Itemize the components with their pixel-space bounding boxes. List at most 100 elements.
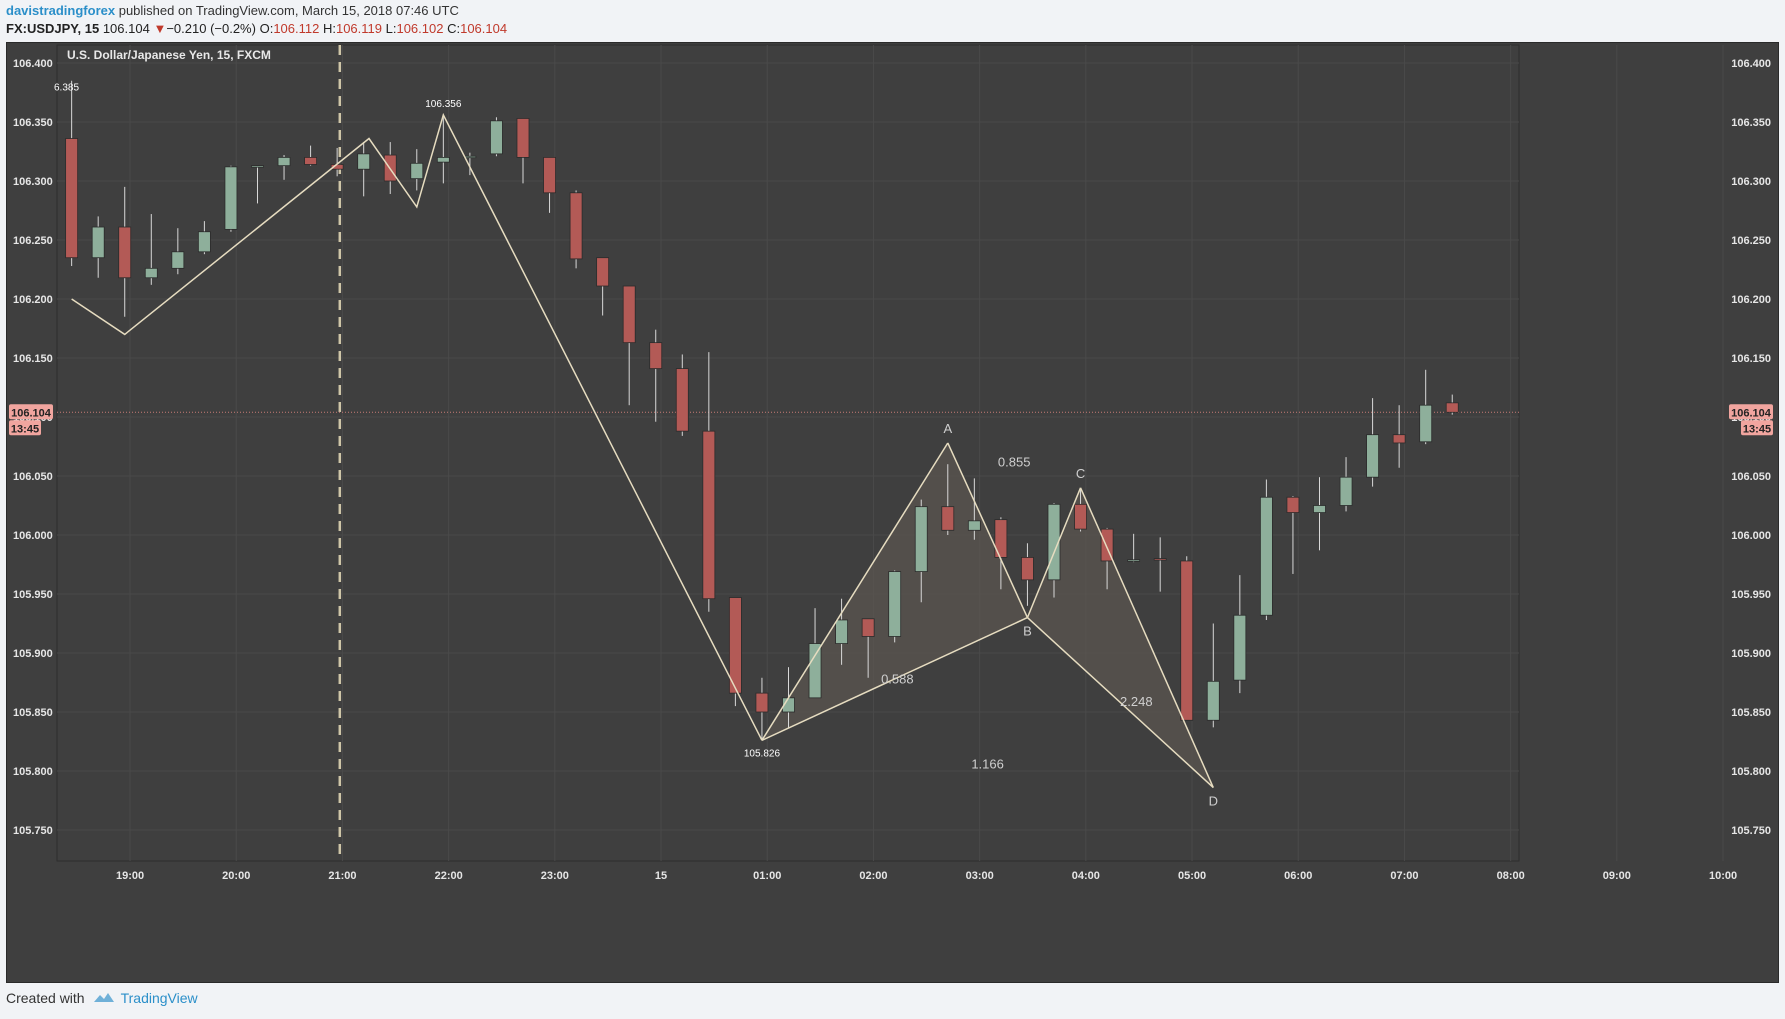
candle [65,80,79,266]
pattern-ratio-label: 1.166 [971,757,1004,772]
y-tick-label-right: 105.800 [1731,766,1771,778]
y-tick-label-right: 105.850 [1731,707,1771,719]
pattern-triangle-bcd [1027,487,1214,788]
last-price-badge-bg [9,404,53,420]
candle-body [967,520,981,531]
x-tick-label: 23:00 [541,870,569,882]
candle [357,142,371,197]
candle [1180,556,1194,721]
candle-body [118,226,132,279]
x-tick-label: 19:00 [116,870,144,882]
x-tick-label: 02:00 [859,870,887,882]
candle-body [1233,614,1247,681]
candle-body [171,251,185,269]
pattern-line [761,442,949,741]
candle-body [649,342,663,370]
last-price-badge-bg [1729,404,1773,420]
tradingview-link[interactable]: TradingView [93,990,198,1006]
pivot-price-label: 105.826 [744,748,781,759]
x-tick-label: 07:00 [1390,870,1418,882]
candle-body [835,619,848,644]
y-tick-label-left: 106.150 [13,353,53,365]
candle [1074,488,1087,532]
footer: Created with TradingView [6,990,198,1006]
candle [1153,537,1167,592]
countdown-badge-text: 13:45 [11,423,39,435]
y-tick-label-left: 105.800 [13,766,53,778]
candle-body [808,643,822,699]
last-price-badge-left: 106.104 13:45 [9,404,53,436]
candle [1127,533,1141,563]
candle-body [224,166,238,230]
candle-body [1127,559,1141,562]
high-value: 106.119 [335,21,382,36]
candle-body [1313,505,1326,513]
candle-body [251,165,264,168]
candle-body [569,192,583,260]
y-tick-label-left: 106.000 [13,530,53,542]
x-tick-label: 03:00 [966,870,994,882]
candle-body [861,618,875,637]
candle [702,352,716,612]
candle-body [304,157,317,165]
candle-body [702,430,716,600]
candle-body [941,506,955,531]
candle [569,190,583,269]
countdown-badge-bg [1741,420,1773,436]
tradingview-logo-icon [93,993,114,1002]
candle [1419,369,1433,445]
candle [224,165,238,232]
candle [543,157,556,213]
candle-body [1259,496,1273,616]
symbol-info: FX:USDJPY, 15 106.104 ▼−0.210 (−0.2%) O:… [6,21,507,36]
candle-body [543,157,556,194]
candle [967,478,981,540]
pattern-lines [761,442,1214,789]
y-tick-label-right: 105.950 [1731,589,1771,601]
y-tick-label-right: 106.050 [1731,471,1771,483]
y-tick-label-right: 106.350 [1731,117,1771,129]
candle [330,147,344,177]
candle [277,155,291,180]
chart-title: U.S. Dollar/Japanese Yen, 15, FXCM [67,48,271,62]
y-tick-label-left: 106.050 [13,471,53,483]
candle [171,228,185,275]
y-tick-label-left: 106.250 [13,235,53,247]
open-value: 106.112 [273,21,320,36]
candle [914,499,928,603]
last-price-badge-right: 106.104 13:45 [1729,404,1773,436]
candle-body [463,155,477,159]
candle [251,165,264,204]
candle [861,618,875,678]
candle [144,214,158,285]
candle [1021,543,1034,606]
low-value: 106.102 [396,21,444,36]
price-change: −0.210 (−0.2%) [166,21,256,36]
candle-body [1021,557,1034,581]
chart-frame[interactable]: 106.400 106.400 106.350 106.350 106.300 106.3… [6,42,1779,983]
candle-body [1153,558,1167,561]
tradingview-brand: TradingView [120,990,198,1006]
candle [675,354,689,436]
candle-body [357,153,371,170]
pattern-point-label-c: C [1076,466,1085,481]
open-label: O: [259,21,274,36]
pattern-ratio-label: 0.588 [881,672,914,687]
candle-body [65,138,79,259]
pattern-point-label-a: A [943,421,952,436]
candle [1259,479,1273,620]
candle-body [516,118,530,158]
price-chart[interactable]: 106.400 106.400 106.350 106.350 106.300 106.3… [7,43,1780,984]
candle [436,114,450,184]
y-tick-label-right: 105.750 [1731,825,1771,837]
candle [304,145,317,166]
close-value: 106.104 [460,21,508,36]
candle-body [410,162,424,180]
y-tick-label-right: 106.250 [1731,235,1771,247]
created-with-text: Created with [6,990,85,1006]
candle [516,118,530,184]
plot-area [56,44,1520,862]
author-link[interactable]: davistradingforex [6,3,116,18]
candle-body [144,267,158,279]
x-tick-label: 20:00 [222,870,250,882]
